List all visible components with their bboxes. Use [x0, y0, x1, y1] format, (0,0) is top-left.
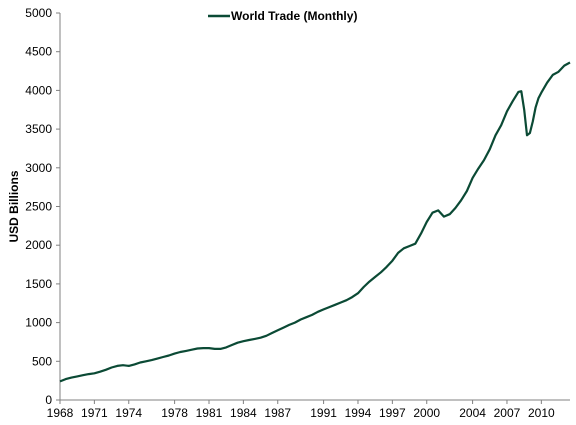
- x-tick-label: 2007: [494, 406, 521, 420]
- x-tick-label: 1991: [310, 406, 337, 420]
- x-tick-label: 1981: [196, 406, 223, 420]
- y-tick-label: 5000: [25, 6, 52, 20]
- y-tick-label: 1000: [25, 316, 52, 330]
- legend: World Trade (Monthly): [208, 9, 357, 23]
- y-axis: 0 500 1000 1500 2000 2500 3000 3500 4000 4500 5000: [25, 6, 61, 407]
- series-layer: [59, 61, 571, 383]
- x-tick-label: 1997: [379, 406, 406, 420]
- y-tick-label: 0: [45, 393, 52, 407]
- legend-label: World Trade (Monthly): [231, 9, 357, 23]
- x-axis: 1968 1971 1974 1978 1981 1984 1987 1991 1994 1997…: [47, 399, 570, 420]
- y-tick-label: 2000: [25, 238, 52, 252]
- y-tick-label: 3000: [25, 161, 52, 175]
- x-tick-label: 2004: [459, 406, 486, 420]
- x-tick-label: 2000: [413, 406, 440, 420]
- series-line: [59, 61, 571, 383]
- y-tick-label: 500: [32, 354, 52, 368]
- y-tick-label: 4000: [25, 83, 52, 97]
- y-tick-label: 4500: [25, 45, 52, 59]
- y-axis-label: USD Billions: [7, 170, 21, 242]
- y-tick-label: 2500: [25, 200, 52, 214]
- x-tick-label: 1994: [345, 406, 372, 420]
- x-tick-label: 1978: [161, 406, 188, 420]
- x-tick-label: 1968: [47, 406, 74, 420]
- x-tick-label: 1974: [115, 406, 142, 420]
- y-tick-label: 1500: [25, 277, 52, 291]
- x-tick-label: 1984: [230, 406, 257, 420]
- x-tick-label: 1971: [81, 406, 108, 420]
- x-tick-label: 1987: [264, 406, 291, 420]
- x-tick-label: 2010: [528, 406, 555, 420]
- y-tick-label: 3500: [25, 122, 52, 136]
